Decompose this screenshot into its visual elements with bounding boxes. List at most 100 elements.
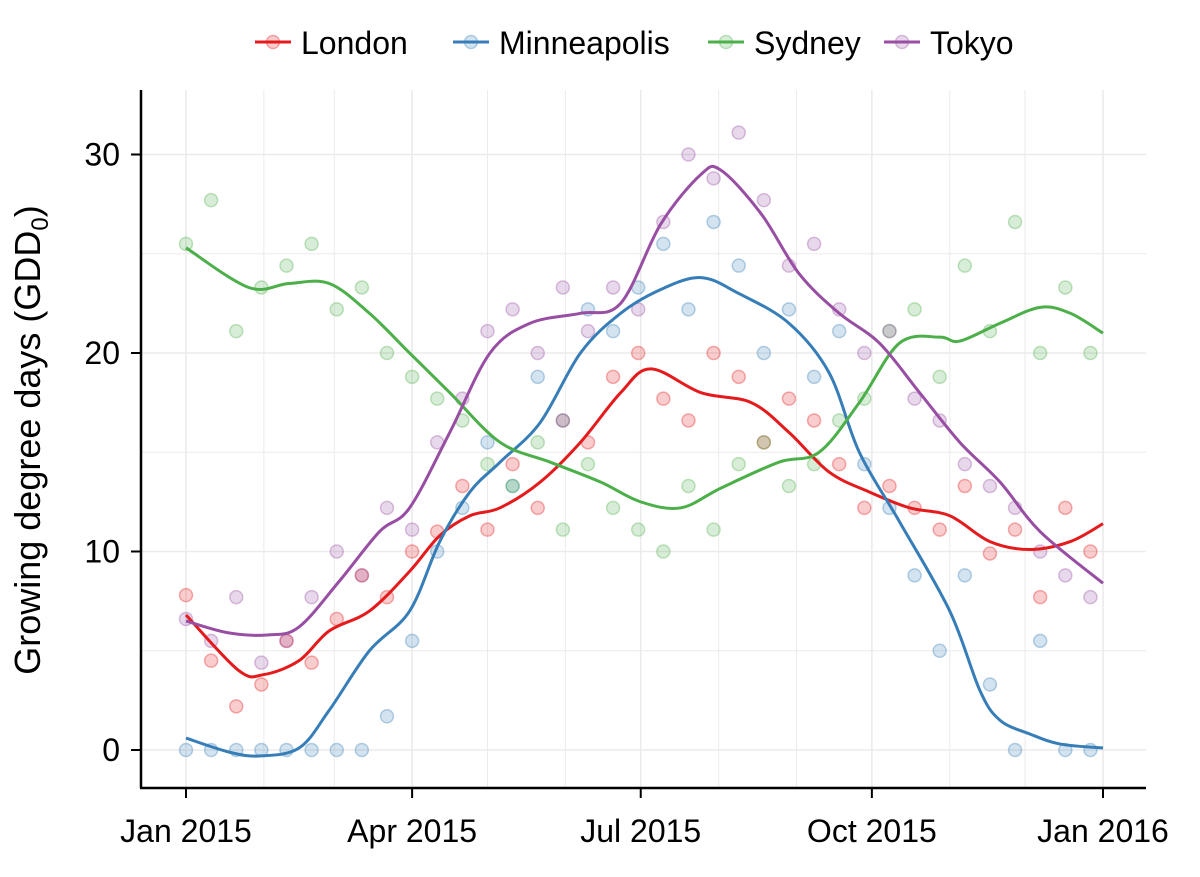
data-point-london xyxy=(681,413,696,428)
data-point-minneapolis xyxy=(681,302,696,317)
data-point-london xyxy=(555,413,571,428)
data-point-tokyo xyxy=(379,500,395,516)
data-point-london xyxy=(455,478,470,494)
data-point-london xyxy=(957,478,973,494)
data-point-sydney xyxy=(957,258,973,273)
data-point-minneapolis xyxy=(907,568,922,583)
data-point-minneapolis xyxy=(480,435,495,450)
data-point-tokyo xyxy=(1083,589,1098,605)
data-point-minneapolis xyxy=(1032,633,1048,649)
data-point-sydney xyxy=(706,522,721,537)
data-point-london xyxy=(605,369,621,385)
legend-item-tokyo: Tokyo xyxy=(884,25,1014,61)
legend-label: Tokyo xyxy=(930,25,1014,61)
data-point-minneapolis xyxy=(706,214,721,230)
data-point-london xyxy=(1032,589,1048,605)
data-point-tokyo xyxy=(882,323,897,339)
data-point-sydney xyxy=(228,323,244,339)
smooth-line-minneapolis xyxy=(185,276,1104,758)
smooth-lines xyxy=(184,164,1104,758)
data-point-london xyxy=(882,478,897,494)
data-point-tokyo xyxy=(279,633,294,649)
data-point-london xyxy=(505,456,520,472)
data-point-tokyo xyxy=(706,171,721,186)
legend-label: London xyxy=(301,25,408,61)
data-point-london xyxy=(857,500,872,516)
data-point-minneapolis xyxy=(178,742,194,758)
data-point-tokyo xyxy=(957,456,973,472)
data-point-london xyxy=(731,369,746,385)
data-point-tokyo xyxy=(228,589,244,605)
data-point-tokyo xyxy=(756,192,772,208)
data-point-sydney xyxy=(203,192,219,208)
data-point-tokyo xyxy=(857,345,872,361)
data-point-london xyxy=(354,568,370,583)
data-point-sydney xyxy=(756,435,772,450)
data-point-tokyo xyxy=(555,280,571,295)
smooth-line-sydney xyxy=(185,246,1104,510)
y-axis-ticks: 0 10 20 30 xyxy=(84,137,141,768)
x-tick-label: Oct 2015 xyxy=(807,813,937,849)
data-point-london xyxy=(831,456,847,472)
y-axis-label-close: ) xyxy=(7,205,48,217)
data-point-sydney xyxy=(1083,345,1098,361)
data-point-minneapolis xyxy=(806,369,822,385)
y-axis-label: Growing degree days (GDD0) xyxy=(7,205,54,675)
data-point-tokyo xyxy=(806,236,822,252)
data-point-london xyxy=(932,522,947,537)
legend: London Minneapolis Sydney Tokyo xyxy=(255,25,1014,61)
data-point-minneapolis xyxy=(530,369,545,385)
data-point-london xyxy=(781,391,797,406)
data-point-london xyxy=(480,522,495,537)
data-point-sydney xyxy=(681,478,696,494)
data-point-tokyo xyxy=(605,280,621,295)
data-point-minneapolis xyxy=(605,323,621,339)
data-point-minneapolis xyxy=(957,568,973,583)
data-point-minneapolis xyxy=(831,323,847,339)
data-point-minneapolis xyxy=(781,302,797,317)
data-point-sydney xyxy=(1032,345,1048,361)
data-point-tokyo xyxy=(505,302,520,317)
data-point-sydney xyxy=(656,544,671,559)
data-point-sydney xyxy=(580,456,596,472)
data-point-tokyo xyxy=(580,323,596,339)
data-point-minneapolis xyxy=(505,478,520,494)
data-point-sydney xyxy=(404,369,420,385)
x-tick-label: Jul 2015 xyxy=(580,813,701,849)
data-point-tokyo xyxy=(354,568,370,583)
data-point-tokyo xyxy=(404,522,420,537)
data-point-london xyxy=(656,391,671,406)
data-point-minneapolis xyxy=(404,633,420,649)
data-point-minneapolis xyxy=(932,643,947,658)
y-tick-label: 30 xyxy=(84,137,120,173)
x-tick-label: Jan 2015 xyxy=(120,813,252,849)
data-point-sydney xyxy=(1058,280,1073,295)
x-axis-ticks: Jan 2015 Apr 2015 Jul 2015 Oct 2015 Jan 2016 xyxy=(120,788,1169,849)
data-point-sydney xyxy=(329,302,344,317)
data-point-sydney xyxy=(882,323,897,339)
data-point-london xyxy=(630,345,646,361)
data-point-sydney xyxy=(178,236,194,252)
data-point-london xyxy=(228,699,244,714)
data-point-sydney xyxy=(379,345,395,361)
data-point-minneapolis xyxy=(555,413,571,428)
data-point-sydney xyxy=(429,391,445,406)
data-point-tokyo xyxy=(982,478,998,494)
data-point-sydney xyxy=(781,478,797,494)
data-point-london xyxy=(706,345,721,361)
legend-label: Sydney xyxy=(754,25,861,61)
data-point-sydney xyxy=(731,456,746,472)
data-point-sydney xyxy=(304,236,319,252)
data-point-london xyxy=(1083,544,1098,559)
data-point-london xyxy=(806,413,822,428)
data-point-london xyxy=(203,653,219,668)
data-point-london xyxy=(530,500,545,516)
data-point-tokyo xyxy=(304,589,319,605)
data-point-minneapolis xyxy=(731,258,746,273)
data-point-sydney xyxy=(279,258,294,273)
data-point-minneapolis xyxy=(329,742,344,758)
data-point-sydney xyxy=(530,435,545,450)
data-point-sydney xyxy=(932,369,947,385)
data-point-sydney xyxy=(605,500,621,516)
